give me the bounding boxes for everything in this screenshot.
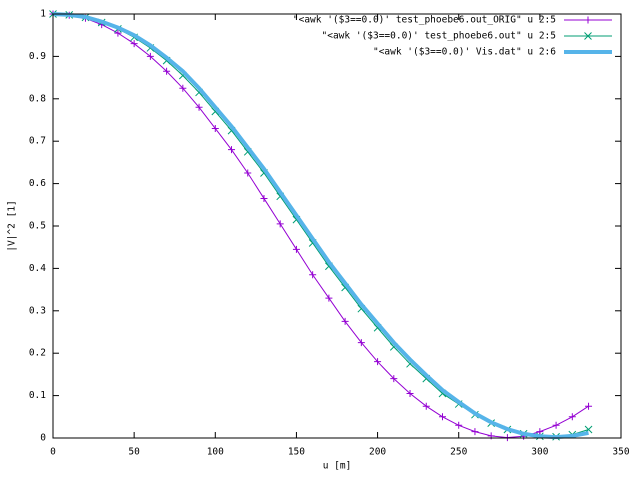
x-axis-label: u [m] — [323, 461, 352, 472]
legend-label: "<awk '($3==0.0)' test_phoebe6.out" u 2:… — [322, 31, 557, 42]
point-marker — [146, 52, 154, 60]
point-marker — [374, 358, 382, 366]
point-marker — [292, 245, 300, 253]
x-tick-label: 50 — [128, 447, 140, 458]
point-marker — [195, 103, 203, 111]
point-marker — [260, 194, 268, 202]
point-marker — [309, 271, 317, 279]
point-marker — [114, 29, 122, 37]
point-marker — [406, 389, 414, 397]
x-tick-label: 250 — [450, 447, 467, 458]
legend-marker — [584, 32, 592, 40]
y-tick-label: 0 — [40, 433, 46, 444]
point-marker — [163, 67, 171, 75]
series-line — [52, 13, 589, 439]
point-marker — [276, 220, 284, 228]
point-marker — [390, 375, 398, 383]
point-marker — [357, 339, 365, 347]
y-tick-label: 0.5 — [29, 221, 46, 232]
y-tick-label: 0.3 — [29, 305, 46, 316]
point-marker — [179, 84, 187, 92]
point-marker — [471, 428, 479, 436]
point-marker — [585, 402, 593, 410]
y-tick-label: 0.6 — [29, 178, 46, 189]
point-marker — [438, 413, 446, 421]
point-marker — [422, 402, 430, 410]
point-marker — [455, 421, 463, 429]
point-marker — [211, 124, 219, 132]
y-tick-label: 0.2 — [29, 348, 46, 359]
point-marker — [568, 413, 576, 421]
x-tick-label: 150 — [288, 447, 305, 458]
legend-label: "<awk '($3==0.0)' Vis.dat" u 2:6 — [373, 47, 556, 58]
x-tick-label: 100 — [207, 447, 224, 458]
x-tick-label: 300 — [531, 447, 548, 458]
y-tick-label: 0.7 — [29, 136, 46, 147]
point-marker — [130, 40, 138, 48]
point-marker — [244, 169, 252, 177]
series-line — [52, 12, 589, 440]
y-tick-label: 0.9 — [29, 51, 46, 62]
point-marker — [536, 428, 544, 436]
point-marker — [228, 146, 236, 154]
y-tick-label: 0.4 — [29, 263, 46, 274]
point-marker — [552, 421, 560, 429]
x-tick-label: 200 — [369, 447, 386, 458]
x-tick-label: 350 — [612, 447, 629, 458]
y-tick-label: 1 — [40, 9, 46, 20]
y-axis-label: |V|^2 [1] — [7, 200, 18, 251]
point-marker — [341, 317, 349, 325]
x-tick-label: 0 — [50, 447, 56, 458]
y-tick-label: 0.1 — [29, 390, 46, 401]
y-tick-label: 0.8 — [29, 93, 46, 104]
legend-marker — [584, 16, 592, 24]
legend-label: "<awk '($3==0.0)' test_phoebe6.out_ORIG"… — [293, 15, 556, 26]
point-marker — [325, 294, 333, 302]
plot-border — [52, 13, 622, 439]
